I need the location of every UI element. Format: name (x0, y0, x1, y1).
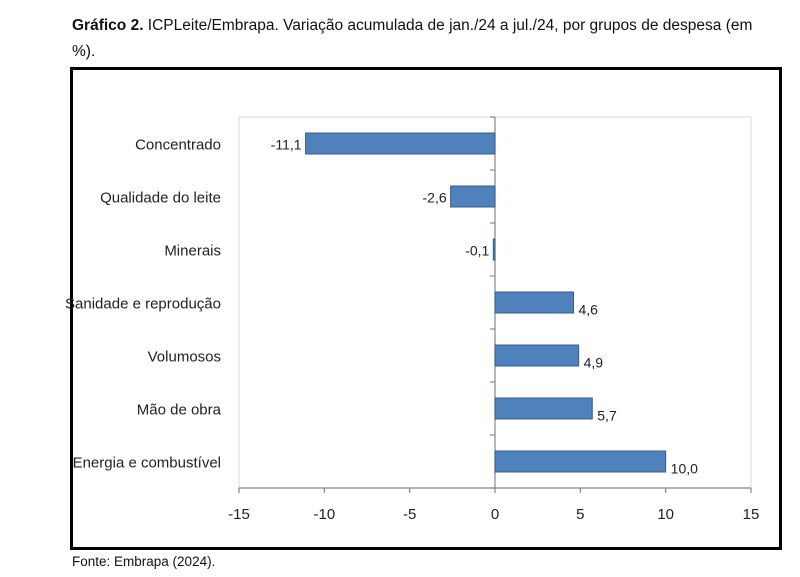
source-note: Fonte: Embrapa (2024). (72, 554, 216, 569)
x-tick-label: -10 (313, 506, 335, 523)
bar (450, 185, 496, 208)
bar (494, 291, 575, 314)
data-label: 5,7 (597, 408, 617, 424)
x-tick-label: 5 (576, 506, 584, 523)
x-tick-label: -15 (228, 506, 250, 523)
data-label: 4,9 (584, 355, 604, 371)
x-tick-label: 15 (743, 506, 760, 523)
x-tick-label: 10 (657, 506, 674, 523)
bar (305, 132, 496, 155)
y-tick-label: Energia e combustível (73, 455, 221, 472)
y-tick-label: Concentrado (135, 137, 221, 154)
data-label: 4,6 (579, 302, 599, 318)
data-label: 10,0 (671, 461, 698, 477)
y-tick-label: Mão de obra (137, 402, 222, 419)
chart-frame (70, 67, 782, 550)
caption-text: ICPLeite/Embrapa. Variação acumulada de … (72, 17, 753, 60)
bar (494, 397, 593, 420)
y-tick-label: Sanidade e reprodução (65, 296, 221, 313)
data-label: -11,1 (271, 137, 302, 153)
y-tick-label: Minerais (164, 243, 221, 260)
chart-caption: Gráfico 2. ICPLeite/Embrapa. Variação ac… (72, 13, 772, 65)
y-tick-label: Volumosos (148, 349, 221, 366)
bar (492, 238, 496, 261)
bar (494, 450, 667, 473)
data-label: -2,6 (423, 190, 447, 206)
y-tick-label: Qualidade do leite (100, 190, 221, 207)
data-label: -0,1 (465, 243, 489, 259)
x-tick-label: 0 (491, 506, 499, 523)
bar (494, 344, 580, 367)
caption-label: Gráfico 2. (72, 17, 144, 34)
x-tick-label: -5 (403, 506, 416, 523)
